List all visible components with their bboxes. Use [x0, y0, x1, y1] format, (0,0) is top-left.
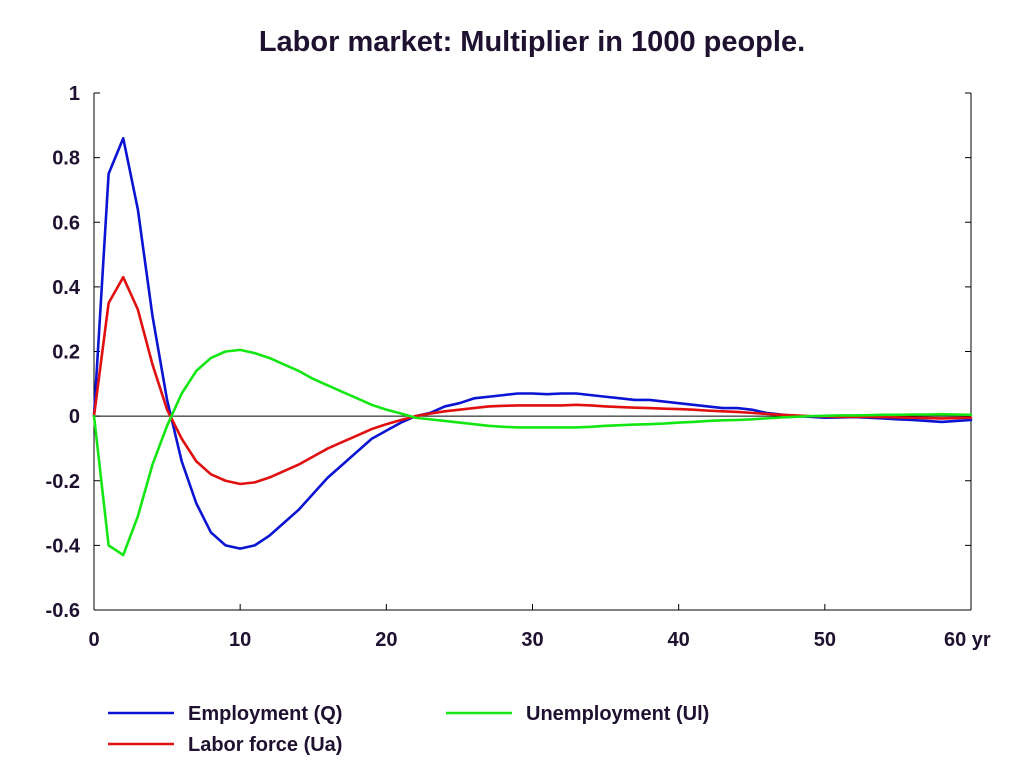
legend-label-3: Unemployment (Ul) [526, 703, 709, 725]
x-tick-label: 10 [229, 629, 251, 651]
chart-title: Labor market: Multiplier in 1000 people. [259, 26, 805, 58]
y-tick-label: -0.4 [46, 535, 81, 557]
series-line-3 [92, 348, 973, 557]
y-tick-label: 0 [69, 406, 80, 428]
x-tick-label: 40 [668, 629, 690, 651]
y-axis: -0.6 -0.4 -0.2 0 0.2 0.4 0.6 0.8 1 [46, 83, 971, 622]
x-tick-label: 30 [521, 629, 543, 651]
legend-label-1: Employment (Q) [188, 703, 342, 725]
series-group [92, 136, 973, 557]
x-tick-label: 60 yr [944, 629, 991, 651]
y-tick-label: 0.4 [52, 277, 81, 299]
legend-label-2: Labor force (Ua) [188, 734, 342, 756]
legend: Employment (Q) Labor force (Ua) Unemployme… [108, 703, 709, 756]
y-tick-label: 1 [69, 83, 80, 105]
y-tick-label: -0.2 [46, 471, 80, 493]
y-tick-label: 0.2 [52, 342, 80, 364]
x-axis: 0 10 20 30 40 50 60 yr [88, 604, 991, 651]
x-tick-label: 50 [814, 629, 836, 651]
x-tick-label: 0 [88, 629, 99, 651]
y-tick-label: 0.8 [52, 148, 80, 170]
series-line-2 [92, 275, 973, 486]
y-tick-label: 0.6 [52, 212, 80, 234]
x-tick-label: 20 [375, 629, 397, 651]
series-line-1 [92, 136, 973, 550]
y-tick-label: -0.6 [46, 600, 80, 622]
